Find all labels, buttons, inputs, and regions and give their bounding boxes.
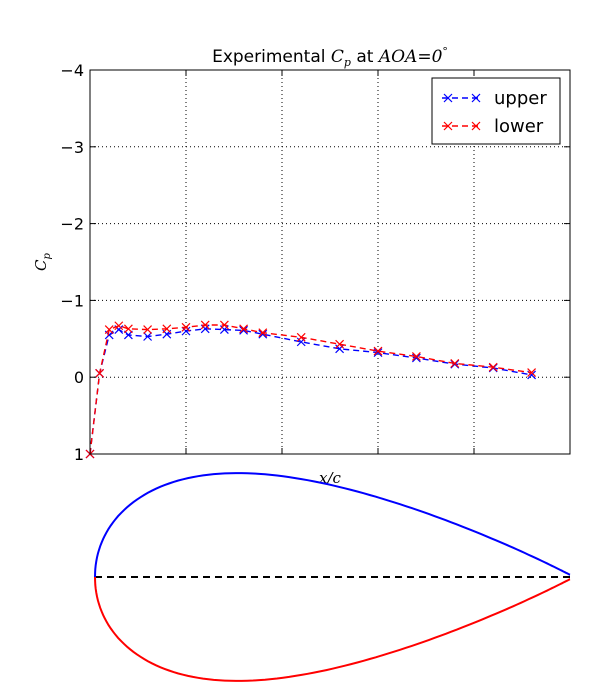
data-point-lower bbox=[527, 368, 537, 378]
data-point-lower bbox=[296, 332, 306, 342]
marker-stroke bbox=[471, 121, 481, 131]
marker-stroke bbox=[95, 368, 105, 378]
marker-stroke bbox=[471, 93, 481, 103]
marker-stroke bbox=[200, 324, 210, 334]
y-tick-label: −1 bbox=[60, 291, 84, 310]
airfoil-lower-surface bbox=[94, 576, 571, 682]
data-point-lower bbox=[450, 358, 460, 368]
y-tick-label: −4 bbox=[60, 61, 84, 80]
plot-frame bbox=[89, 69, 571, 455]
marker-stroke bbox=[104, 325, 114, 335]
data-point-lower bbox=[200, 320, 210, 330]
data-point-upper bbox=[200, 324, 210, 334]
legend: upper lower bbox=[431, 77, 561, 145]
marker-stroke bbox=[114, 325, 124, 335]
data-point-lower bbox=[123, 324, 133, 334]
data-point-upper bbox=[411, 353, 421, 363]
marker-stroke bbox=[443, 93, 453, 103]
marker-stroke bbox=[143, 332, 153, 341]
marker-stroke bbox=[411, 352, 421, 361]
data-point-lower bbox=[373, 346, 383, 356]
legend-label-upper: upper bbox=[494, 88, 547, 109]
marker-stroke bbox=[143, 325, 153, 335]
marker-stroke bbox=[411, 353, 421, 363]
data-point-lower bbox=[411, 352, 421, 361]
data-point-lower bbox=[258, 328, 268, 338]
plot-area: −4 −3 −2 −1 0 1 bbox=[60, 61, 571, 464]
data-point-lower bbox=[219, 320, 229, 330]
marker-stroke bbox=[219, 320, 229, 330]
data-point-lower bbox=[114, 321, 124, 331]
marker-stroke bbox=[450, 358, 460, 368]
marker-stroke bbox=[239, 324, 249, 334]
legend-marker-upper bbox=[471, 93, 481, 103]
data-point-lower bbox=[104, 325, 114, 335]
legend-marker-lower bbox=[471, 121, 481, 131]
marker-stroke bbox=[162, 324, 172, 334]
y-tick-label: −3 bbox=[60, 138, 84, 157]
data-point-lower bbox=[488, 362, 498, 372]
data-point-lower bbox=[239, 324, 249, 334]
legend-label-lower: lower bbox=[494, 116, 544, 137]
data-point-lower bbox=[335, 339, 345, 349]
legend-entries: upper lower bbox=[442, 88, 547, 137]
data-point-upper bbox=[258, 329, 268, 339]
marker-stroke bbox=[335, 339, 345, 349]
airfoil-upper-surface bbox=[94, 472, 571, 578]
data-point-lower bbox=[162, 324, 172, 334]
legend-marker-upper bbox=[443, 93, 453, 103]
marker-stroke bbox=[296, 332, 306, 342]
data-point-lower bbox=[143, 325, 153, 335]
data-point-upper bbox=[239, 325, 249, 335]
y-tick-label: 0 bbox=[74, 368, 84, 387]
data-point-lower bbox=[181, 322, 191, 332]
marker-stroke bbox=[373, 348, 383, 358]
x-axis-label: x/c bbox=[319, 469, 342, 487]
series-layer bbox=[85, 320, 537, 459]
legend-box bbox=[431, 77, 561, 145]
marker-stroke bbox=[123, 324, 133, 334]
marker-stroke bbox=[181, 326, 191, 336]
marker-stroke bbox=[443, 121, 453, 131]
chart-title: Experimental Cp at AOA=0° bbox=[212, 45, 448, 69]
y-axis-ticks: −4 −3 −2 −1 0 1 bbox=[60, 61, 570, 464]
marker-stroke bbox=[527, 368, 537, 378]
marker-stroke bbox=[181, 322, 191, 332]
data-point-lower bbox=[95, 368, 105, 378]
marker-stroke bbox=[527, 370, 537, 380]
airfoil-diagram bbox=[94, 472, 571, 682]
marker-stroke bbox=[258, 329, 268, 339]
data-point-upper bbox=[143, 332, 153, 341]
marker-stroke bbox=[258, 328, 268, 338]
y-axis-label: Cp bbox=[32, 252, 53, 270]
marker-stroke bbox=[200, 320, 210, 330]
y-tick-label: −2 bbox=[60, 215, 84, 234]
marker-stroke bbox=[373, 346, 383, 356]
marker-stroke bbox=[488, 362, 498, 372]
y-tick-label: 1 bbox=[74, 445, 84, 464]
marker-stroke bbox=[114, 321, 124, 331]
legend-marker-lower bbox=[443, 121, 453, 131]
marker-stroke bbox=[239, 325, 249, 335]
x-axis-ticks bbox=[185, 70, 475, 454]
data-point-upper bbox=[181, 326, 191, 336]
